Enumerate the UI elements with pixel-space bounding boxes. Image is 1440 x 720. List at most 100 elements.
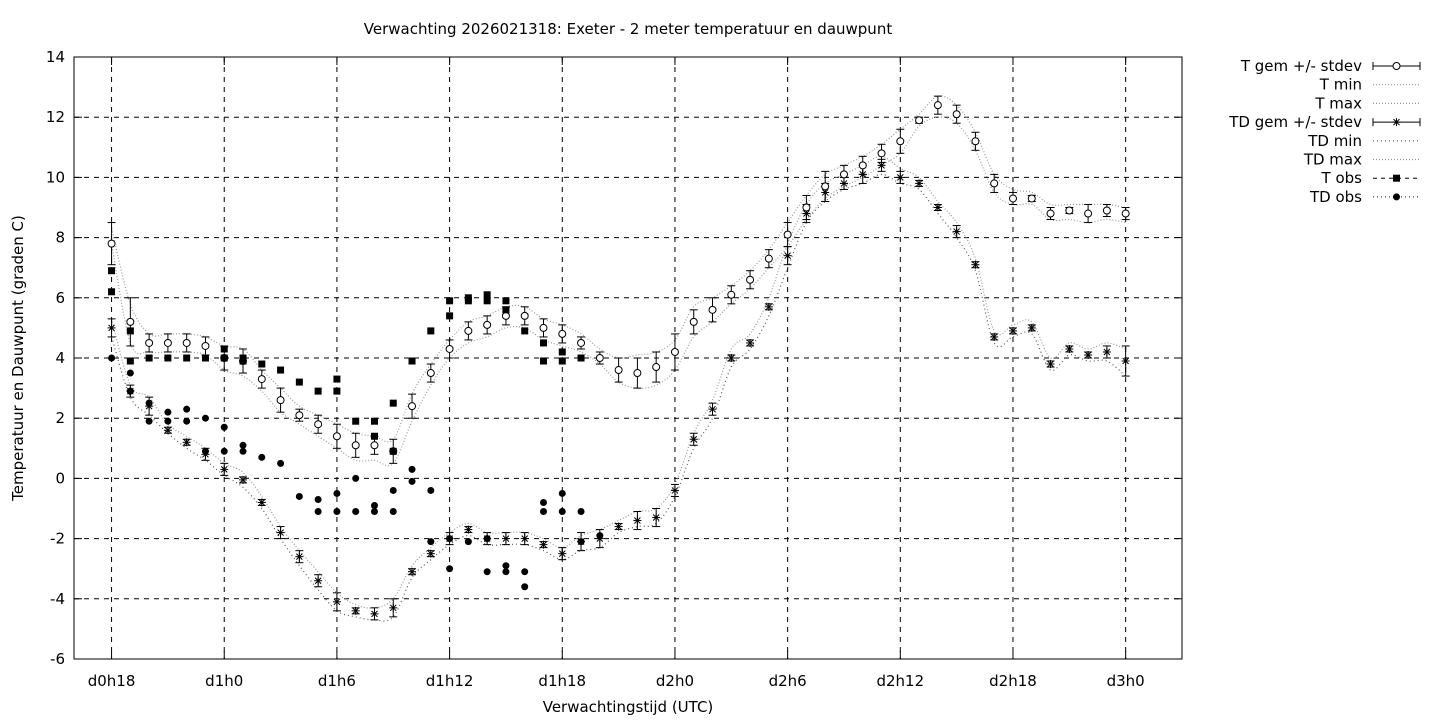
td-gem-point-stroke xyxy=(352,607,360,615)
x-tick-label: d2h0 xyxy=(656,672,694,690)
td-gem-point-stroke xyxy=(746,339,754,347)
t-obs-point xyxy=(502,306,510,314)
t-obs-point xyxy=(577,354,585,362)
td-gem-point-stroke xyxy=(896,174,904,181)
td-obs-point xyxy=(352,508,360,516)
t-obs-point xyxy=(483,297,491,305)
td-gem-point xyxy=(182,438,191,447)
td-gem-point-stroke xyxy=(502,535,510,542)
td-gem-point-stroke xyxy=(296,553,303,561)
td-gem-point xyxy=(370,609,379,618)
t-gem-point xyxy=(802,203,811,212)
td-gem-point xyxy=(389,603,398,612)
t-gem-point xyxy=(821,182,830,191)
t-gem-point xyxy=(839,170,848,179)
y-tick-label: -6 xyxy=(50,650,65,668)
t-gem-point xyxy=(614,366,623,375)
t-gem-point xyxy=(1065,206,1074,215)
td-gem-point-stroke xyxy=(915,180,923,187)
t-obs-point xyxy=(277,366,285,374)
y-tick-label: 4 xyxy=(55,349,65,367)
t-gem-point xyxy=(990,179,999,188)
td-gem-point-stroke xyxy=(220,466,228,473)
td-obs-point xyxy=(427,486,435,494)
x-tick-label: d0h18 xyxy=(88,672,136,690)
t-gem-point xyxy=(971,137,980,146)
td-gem-point xyxy=(1027,323,1036,332)
td-gem-point-stroke xyxy=(671,487,679,494)
x-tick-label: d1h6 xyxy=(318,672,356,690)
td-gem-point xyxy=(220,465,229,474)
t-gem-point xyxy=(483,320,492,329)
y-tick-label: 6 xyxy=(55,289,65,307)
x-axis-ticks: d0h18 d1h0 d1h6 d1h12 d1h18 d2h0 d2h6 d2h12 d2h1… xyxy=(88,57,1145,690)
legend-label: TD gem +/- stdev xyxy=(1228,113,1362,131)
td-obs-point xyxy=(521,583,529,591)
t-gem-point xyxy=(332,432,341,441)
t-obs-point xyxy=(220,354,228,362)
td-gem-point xyxy=(933,203,942,212)
x-tick-label: d2h6 xyxy=(769,672,807,690)
y-tick-label: 0 xyxy=(55,469,65,487)
td-gem-point-stroke xyxy=(333,598,341,606)
x-tick-label: d1h12 xyxy=(426,672,474,690)
td-obs-point xyxy=(483,568,491,576)
t-gem-point xyxy=(257,375,266,384)
t-gem-point xyxy=(689,317,698,326)
legend-label: T obs xyxy=(1321,169,1363,187)
td-obs-point xyxy=(446,565,454,573)
t-gem-point xyxy=(182,338,191,347)
td-obs-point xyxy=(295,492,303,500)
x-tick-label: d2h12 xyxy=(876,672,924,690)
td-obs-point xyxy=(145,399,153,407)
td-min-line xyxy=(111,173,1127,622)
t-gem-point xyxy=(595,354,604,362)
td-obs-point xyxy=(596,532,604,540)
y-tick-label: 10 xyxy=(46,168,65,186)
t-gem-point xyxy=(1008,194,1017,203)
td-gem-point xyxy=(107,323,116,332)
legend-marker xyxy=(1392,118,1401,127)
t-gem-point xyxy=(746,275,755,284)
td-gem-point-stroke xyxy=(953,228,960,235)
td-gem-point-stroke xyxy=(239,476,247,484)
td-gem-point xyxy=(539,540,548,549)
y-axis-label: Temperatuur en Dauwpunt (graden C) xyxy=(9,215,27,502)
td-obs-point xyxy=(333,508,341,516)
td-obs-point xyxy=(521,568,529,576)
t-obs-point xyxy=(314,387,322,395)
td-gem-point-stroke xyxy=(1065,345,1073,353)
td-gem-point xyxy=(295,552,304,561)
t-gem-point xyxy=(370,441,379,450)
chart-title: Verwachting 2026021318: Exeter - 2 meter… xyxy=(364,20,893,38)
td-gem-point-stroke xyxy=(108,324,115,332)
td-obs-point xyxy=(145,417,153,425)
t-gem-point xyxy=(107,239,116,248)
td-obs-point xyxy=(314,508,322,516)
td-gem-point xyxy=(520,534,529,543)
td-gem-point xyxy=(708,405,717,414)
t-gem-point xyxy=(314,420,323,429)
t-gem-point xyxy=(633,369,642,378)
t-obs-point xyxy=(558,348,566,356)
td-obs-point xyxy=(201,414,209,422)
td-obs-point xyxy=(502,568,510,576)
t-gem-point xyxy=(783,230,792,239)
t-gem-point xyxy=(276,396,285,405)
td-gem-point-stroke xyxy=(183,438,191,446)
t-gem-point xyxy=(145,338,154,347)
td-obs-point xyxy=(389,486,397,494)
td-obs-point xyxy=(408,477,416,485)
t-obs-point xyxy=(126,327,134,335)
t-gem-point xyxy=(1027,194,1036,203)
t-gem-point xyxy=(670,347,679,356)
td-gem-point xyxy=(163,426,172,435)
t-obs-point xyxy=(108,288,116,296)
td-gem-point-stroke xyxy=(1028,324,1036,332)
td-obs-point xyxy=(126,369,134,377)
td-gem-point xyxy=(652,513,661,522)
legend-label: TD min xyxy=(1307,132,1362,150)
td-gem-point xyxy=(464,525,473,534)
t-gem-point xyxy=(126,317,135,326)
